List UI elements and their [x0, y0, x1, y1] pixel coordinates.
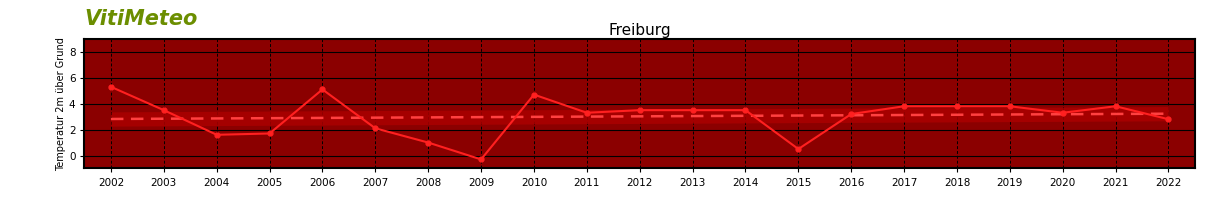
Y-axis label: Temperatur 2m über Grund: Temperatur 2m über Grund — [56, 37, 66, 171]
Text: VitiMeteo: VitiMeteo — [84, 8, 198, 29]
Title: Freiburg: Freiburg — [608, 23, 671, 38]
